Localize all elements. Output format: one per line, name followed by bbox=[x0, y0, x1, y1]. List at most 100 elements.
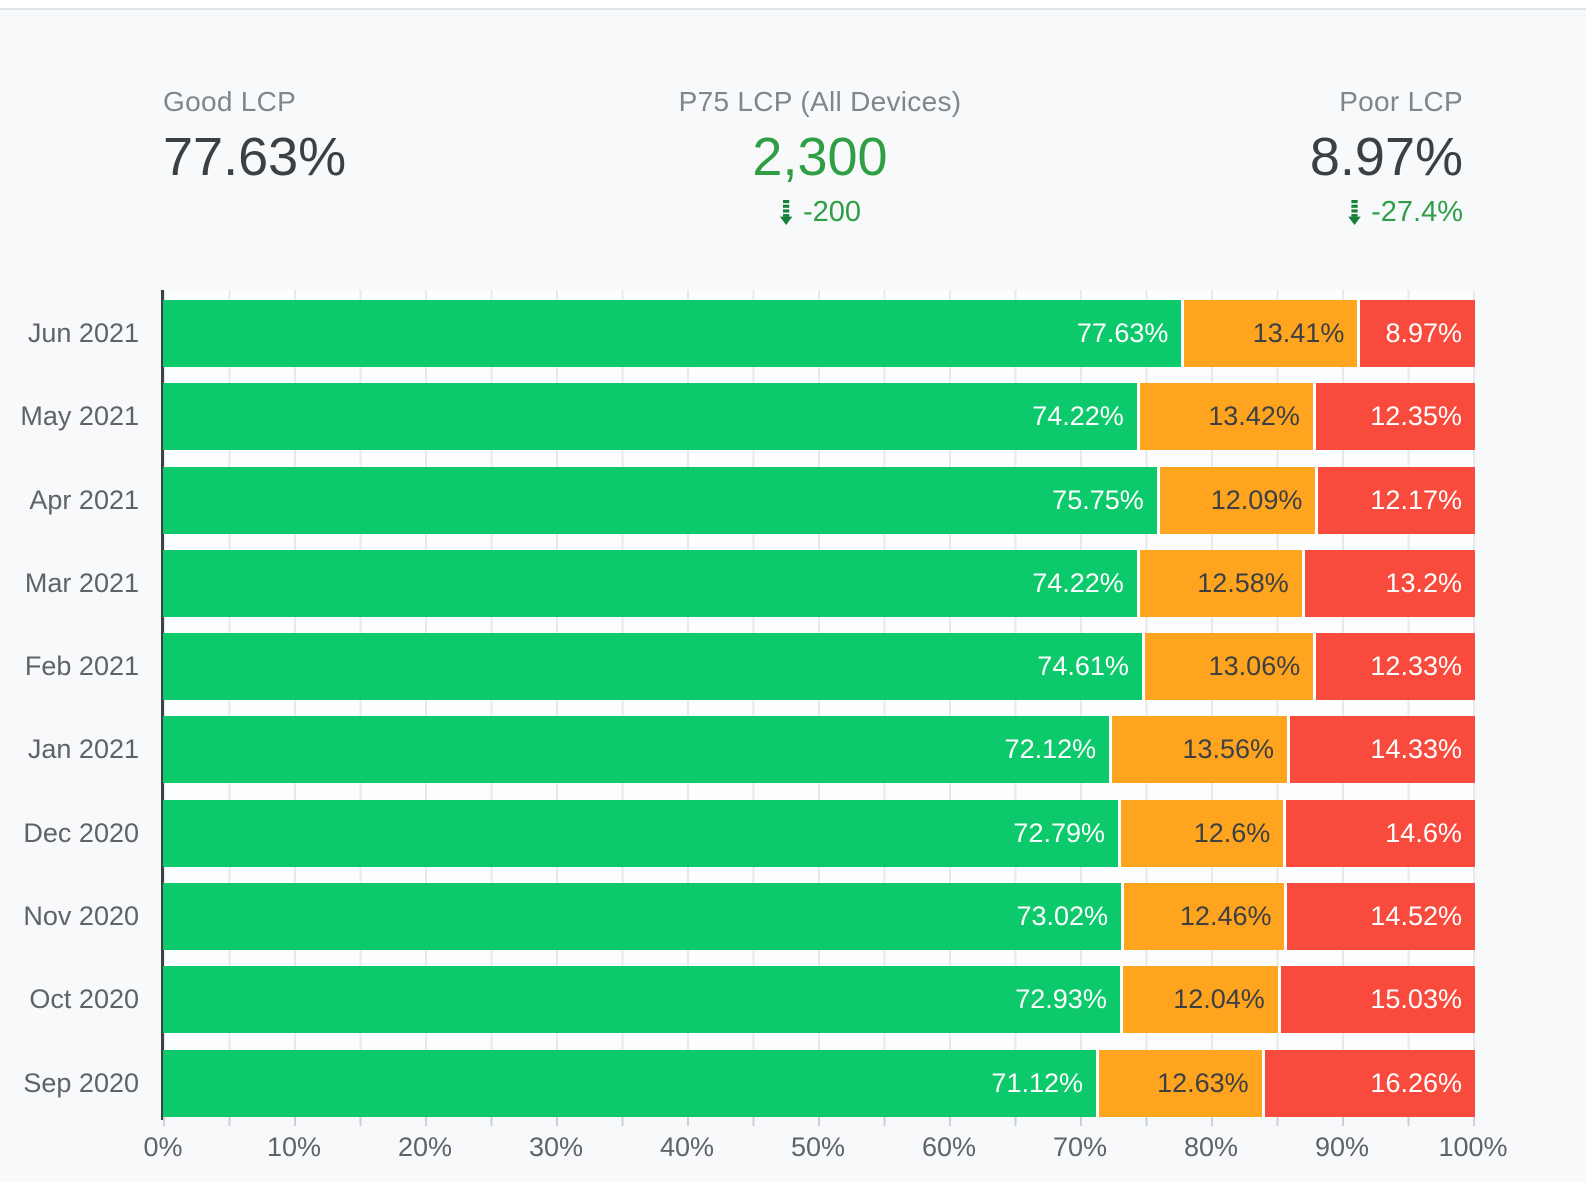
bar-segment-poor[interactable]: 14.33% bbox=[1287, 716, 1475, 784]
bar-value-label: 13.06% bbox=[1208, 651, 1301, 682]
chart-row: Nov 2020 73.02% 12.46% 14.52% bbox=[0, 883, 1475, 951]
bar-value-label: 12.33% bbox=[1370, 651, 1462, 682]
bar-segment-needs-improvement[interactable]: 12.6% bbox=[1118, 799, 1284, 867]
bar-segment-needs-improvement[interactable]: 13.56% bbox=[1109, 716, 1288, 784]
chart-row: Jun 2021 77.63% 13.41% 8.97% bbox=[0, 300, 1475, 367]
bar-value-label: 12.63% bbox=[1157, 1067, 1249, 1098]
row-label: May 2021 bbox=[20, 401, 139, 432]
bar-value-label: 13.41% bbox=[1252, 318, 1345, 348]
x-axis-ticks bbox=[163, 1117, 1475, 1126]
bar-value-label: 14.6% bbox=[1385, 817, 1462, 848]
down-arrow-icon bbox=[780, 200, 793, 226]
x-axis-tick-label: 0% bbox=[143, 1132, 183, 1162]
bar-segment-poor[interactable]: 13.2% bbox=[1301, 549, 1475, 617]
x-axis-tick-label: 20% bbox=[397, 1132, 453, 1162]
bar-segment-needs-improvement[interactable]: 13.06% bbox=[1141, 633, 1314, 701]
bar-value-label: 12.17% bbox=[1370, 484, 1462, 515]
stat-poor-lcp-value: 8.97% bbox=[1309, 127, 1463, 187]
bar-segment-needs-improvement[interactable]: 12.09% bbox=[1156, 466, 1316, 534]
row-label: Nov 2020 bbox=[23, 901, 139, 932]
stat-poor-lcp-label: Poor LCP bbox=[1339, 86, 1463, 117]
bar-segment-needs-improvement[interactable]: 12.04% bbox=[1119, 966, 1278, 1034]
chart-row: Apr 2021 75.75% 12.09% 12.17% bbox=[0, 466, 1475, 534]
bar-value-label: 73.02% bbox=[1016, 901, 1109, 932]
bar-value-label: 12.6% bbox=[1193, 817, 1271, 848]
x-axis-tick-label: 100% bbox=[1438, 1132, 1508, 1162]
row-label: Jun 2021 bbox=[27, 318, 139, 348]
bar-segment-good[interactable]: 71.12% bbox=[163, 1049, 1096, 1117]
row-label: Apr 2021 bbox=[29, 484, 139, 515]
bar-segment-needs-improvement[interactable]: 13.41% bbox=[1181, 300, 1358, 367]
bar-segment-needs-improvement[interactable]: 12.63% bbox=[1096, 1049, 1262, 1117]
stat-poor-lcp: Poor LCP 8.97% -27.4% bbox=[1310, 86, 1463, 229]
bar-segment-good[interactable]: 72.79% bbox=[163, 799, 1118, 867]
chart-row: Feb 2021 74.61% 13.06% 12.33% bbox=[0, 633, 1475, 701]
stat-p75-lcp-delta: -200 bbox=[679, 196, 962, 229]
bar-value-label: 75.75% bbox=[1052, 484, 1144, 515]
bar-value-label: 16.26% bbox=[1370, 1067, 1462, 1098]
stat-p75-lcp: P75 LCP (All Devices) 2,300 -200 bbox=[679, 86, 962, 229]
bar-value-label: 8.97% bbox=[1385, 318, 1462, 348]
bar-value-label: 13.2% bbox=[1385, 567, 1462, 598]
row-label: Sep 2020 bbox=[23, 1067, 139, 1098]
bar-stack: 71.12% 12.63% 16.26% bbox=[163, 1049, 1475, 1117]
x-axis-tick-label: 10% bbox=[266, 1132, 322, 1162]
bar-value-label: 12.58% bbox=[1197, 567, 1289, 598]
bar-segment-poor[interactable]: 15.03% bbox=[1277, 966, 1475, 1034]
bar-segment-good[interactable]: 75.75% bbox=[163, 466, 1157, 534]
bar-segment-good[interactable]: 74.61% bbox=[163, 633, 1142, 701]
row-label: Dec 2020 bbox=[23, 817, 139, 848]
bar-stack: 72.79% 12.6% 14.6% bbox=[163, 799, 1475, 867]
y-axis-line bbox=[161, 290, 164, 1120]
stat-p75-lcp-label: P75 LCP (All Devices) bbox=[678, 86, 962, 117]
bar-stack: 72.12% 13.56% 14.33% bbox=[163, 716, 1475, 784]
bar-value-label: 74.61% bbox=[1037, 651, 1129, 682]
bar-value-label: 13.56% bbox=[1182, 734, 1275, 765]
bar-stack: 75.75% 12.09% 12.17% bbox=[163, 466, 1475, 534]
bar-segment-good[interactable]: 72.93% bbox=[163, 966, 1120, 1034]
bar-stack: 74.22% 12.58% 13.2% bbox=[163, 549, 1475, 617]
stat-poor-lcp-delta-text: -27.4% bbox=[1371, 196, 1463, 229]
bar-stack: 74.61% 13.06% 12.33% bbox=[163, 633, 1475, 701]
bar-value-label: 77.63% bbox=[1076, 318, 1169, 348]
top-divider bbox=[0, 0, 1586, 10]
row-label: Jan 2021 bbox=[27, 734, 139, 765]
chart-rows: Jun 2021 77.63% 13.41% 8.97% May 2021 74… bbox=[0, 290, 1475, 1117]
bar-segment-poor[interactable]: 14.52% bbox=[1284, 883, 1475, 951]
bar-stack: 74.22% 13.42% 12.35% bbox=[163, 383, 1475, 451]
chart-row: Mar 2021 74.22% 12.58% 13.2% bbox=[0, 549, 1475, 617]
chart-row: Dec 2020 72.79% 12.6% 14.6% bbox=[0, 799, 1475, 867]
x-axis-tick-label: 50% bbox=[790, 1132, 846, 1162]
bar-value-label: 14.52% bbox=[1370, 901, 1462, 932]
bar-segment-poor[interactable]: 16.26% bbox=[1261, 1049, 1475, 1117]
bar-segment-good[interactable]: 74.22% bbox=[163, 383, 1137, 451]
bar-segment-good[interactable]: 77.63% bbox=[163, 300, 1182, 367]
bar-segment-poor[interactable]: 8.97% bbox=[1357, 300, 1475, 367]
bar-segment-needs-improvement[interactable]: 12.58% bbox=[1136, 549, 1302, 617]
bar-segment-poor[interactable]: 14.6% bbox=[1283, 799, 1475, 867]
x-axis-labels: 0% 10% 20% 30% 40% 50% 60% 70% 80% 90% 100% bbox=[143, 1132, 1507, 1172]
x-axis-tick-label: 90% bbox=[1314, 1132, 1370, 1162]
bar-value-label: 12.35% bbox=[1370, 401, 1462, 432]
bar-segment-good[interactable]: 73.02% bbox=[163, 883, 1122, 951]
stat-poor-lcp-delta: -27.4% bbox=[1310, 196, 1463, 229]
x-axis-tick-label: 40% bbox=[659, 1132, 715, 1162]
stat-p75-lcp-delta-text: -200 bbox=[802, 196, 862, 229]
bar-segment-needs-improvement[interactable]: 13.42% bbox=[1136, 383, 1313, 451]
bar-segment-poor[interactable]: 12.17% bbox=[1315, 466, 1475, 534]
x-axis-tick-label: 70% bbox=[1052, 1132, 1108, 1162]
bar-segment-good[interactable]: 74.22% bbox=[163, 549, 1137, 617]
bar-value-label: 74.22% bbox=[1032, 401, 1124, 432]
bar-value-label: 15.03% bbox=[1370, 984, 1462, 1015]
chart-row: May 2021 74.22% 13.42% 12.35% bbox=[0, 383, 1475, 451]
row-label: Feb 2021 bbox=[24, 651, 139, 682]
chart-row: Jan 2021 72.12% 13.56% 14.33% bbox=[0, 716, 1475, 784]
stat-good-lcp-label: Good LCP bbox=[163, 86, 297, 117]
bar-value-label: 12.09% bbox=[1210, 484, 1303, 515]
bar-segment-poor[interactable]: 12.33% bbox=[1313, 633, 1475, 701]
bar-segment-good[interactable]: 72.12% bbox=[163, 716, 1110, 784]
bar-segment-needs-improvement[interactable]: 12.46% bbox=[1121, 883, 1285, 951]
bar-stack: 73.02% 12.46% 14.52% bbox=[163, 883, 1475, 951]
bar-segment-poor[interactable]: 12.35% bbox=[1312, 383, 1475, 451]
